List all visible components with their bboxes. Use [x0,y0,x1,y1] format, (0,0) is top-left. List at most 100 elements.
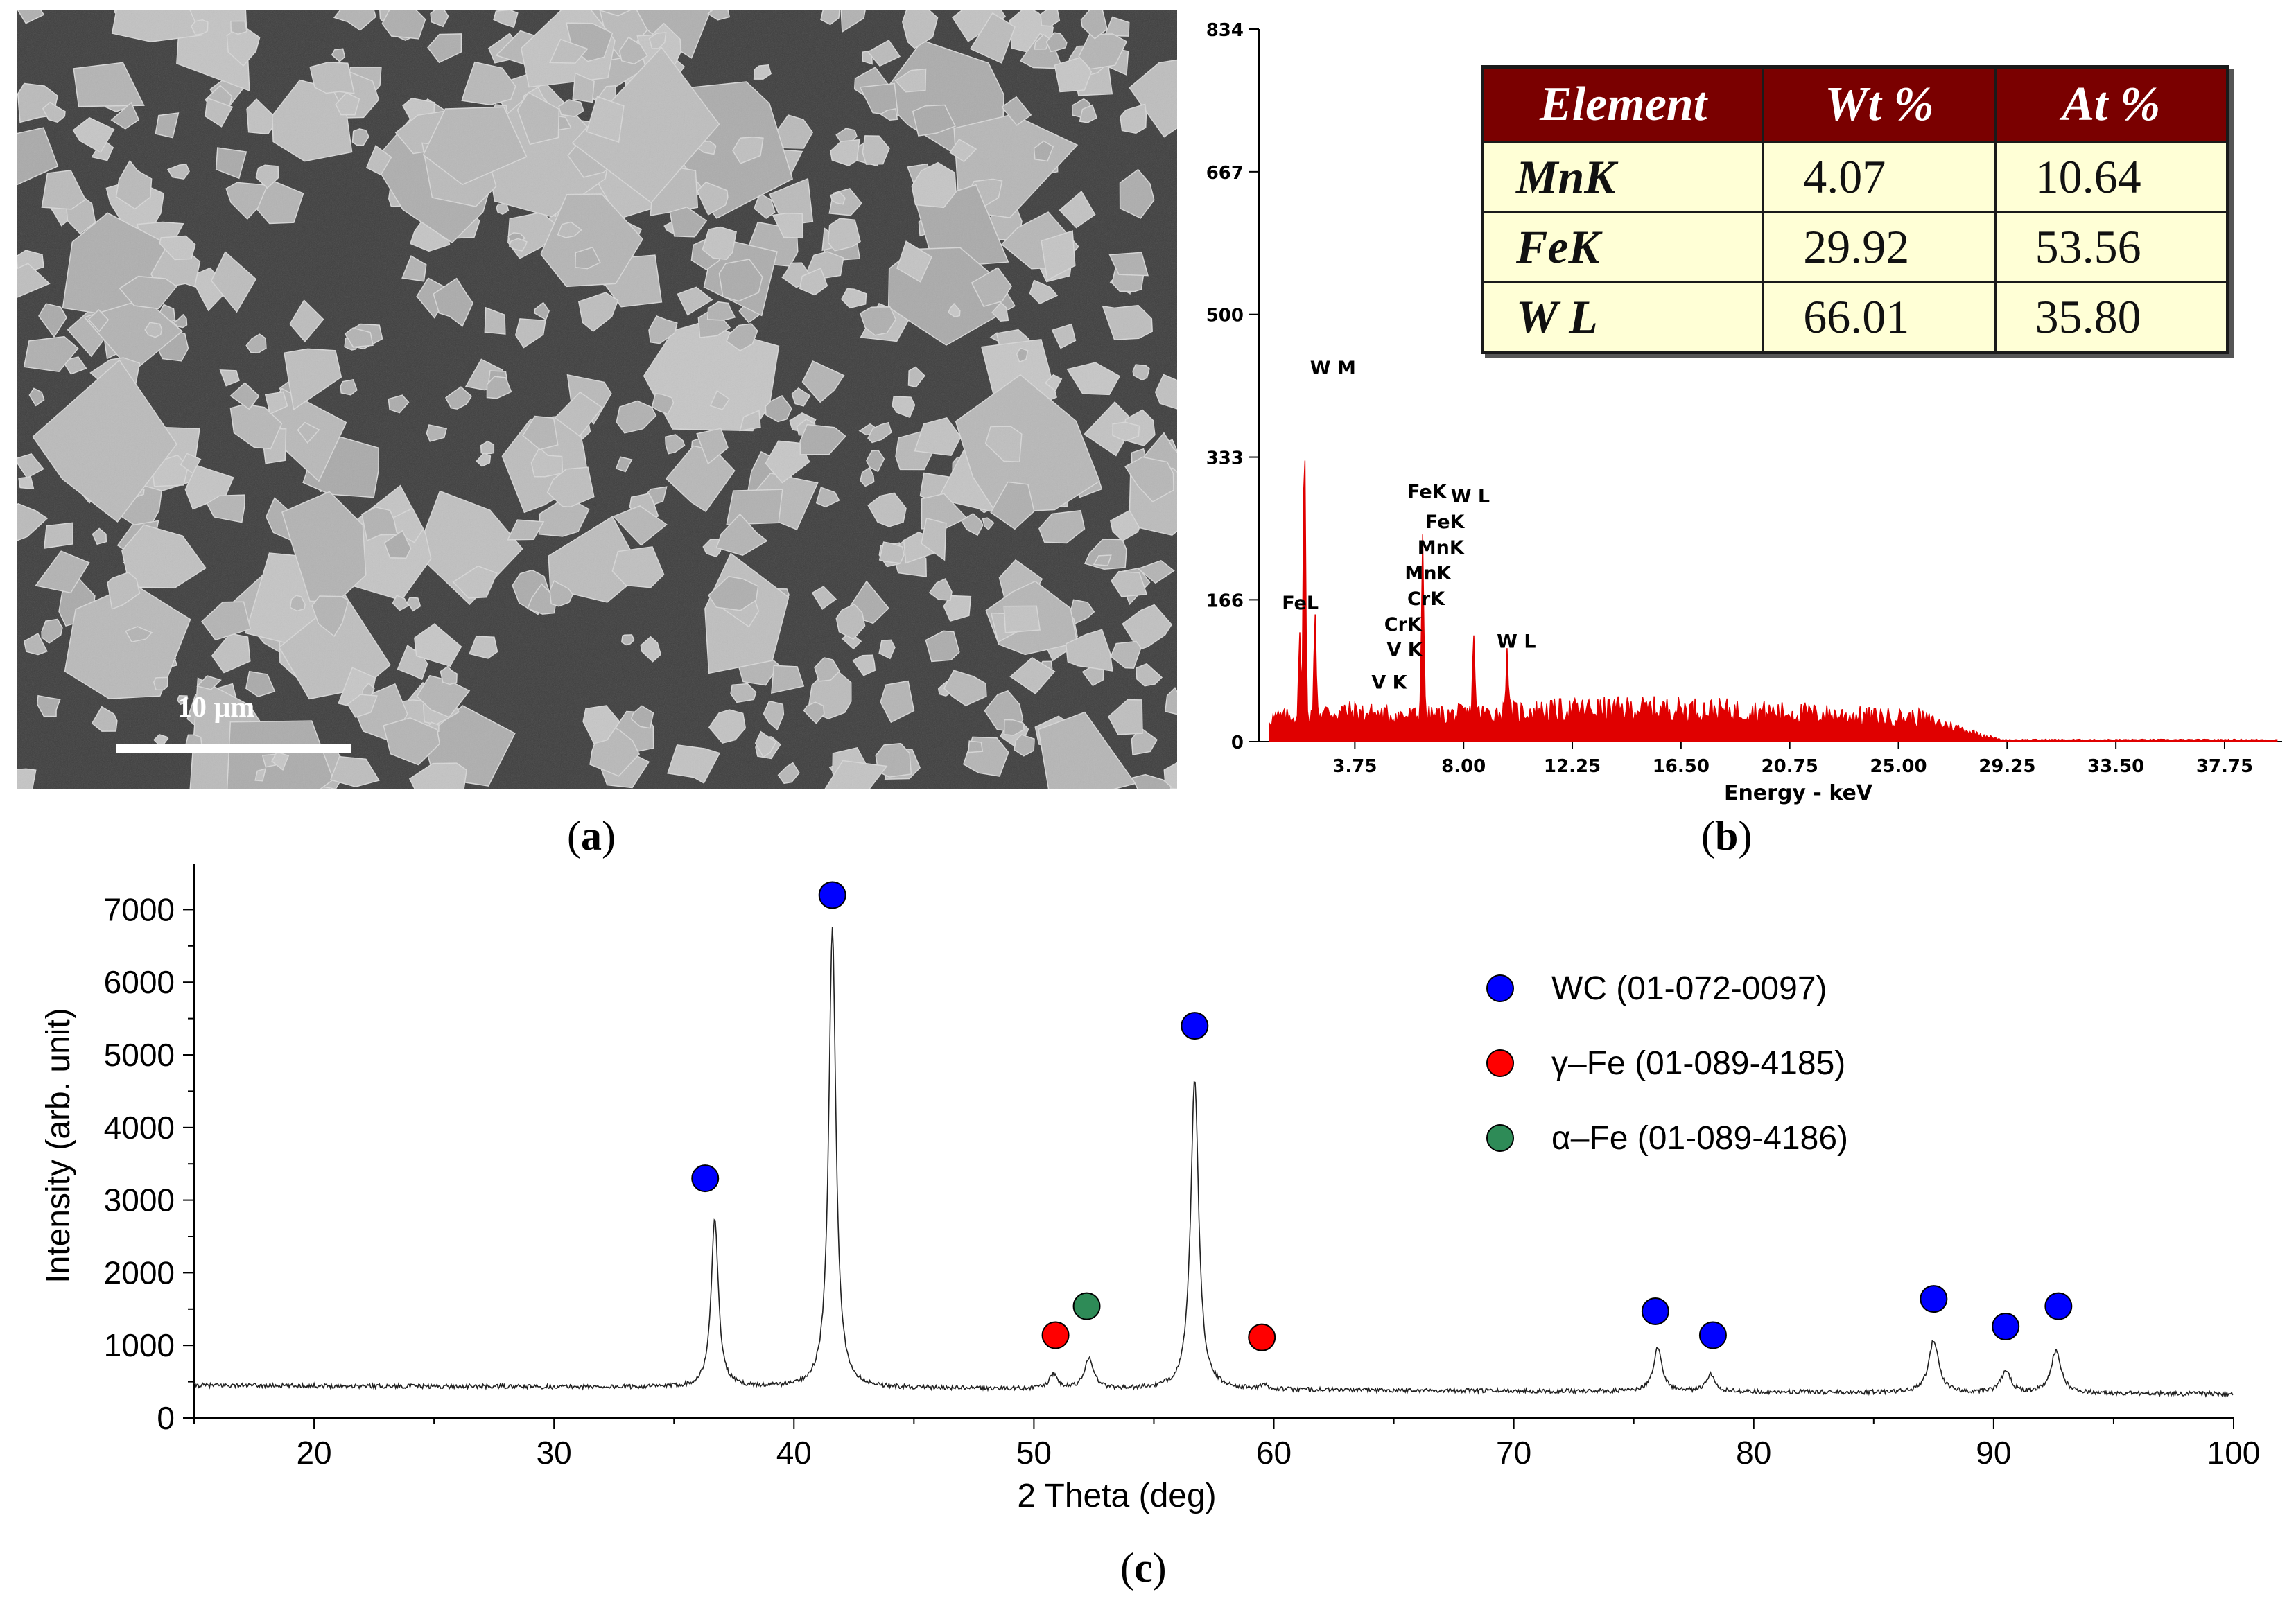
xrd-y-tick-label: 7000 [104,891,175,927]
eds-peak-label: MnK [1404,563,1452,584]
xrd-x-tick-label: 80 [1736,1435,1771,1471]
xrd-marker-alpha [1072,1292,1101,1320]
eds-y-tick-label: 333 [1206,448,1244,469]
eds-table-cell: 66.01 [1762,281,1997,353]
eds-spectrum-line [1269,460,2278,742]
xrd-pattern-line [193,927,2234,1398]
xrd-legend-label: α–Fe (01-089-4186) [1551,1120,1848,1157]
xrd-series [193,927,2234,1398]
xrd-x-tick-label: 50 [1016,1435,1052,1471]
caption-a: (a) [567,813,616,859]
xrd-legend-label: WC (01-072-0097) [1551,970,1827,1007]
caption-c: (c) [1120,1545,1167,1591]
xrd-x-ticks: 20 30 40 50 60 70 80 90 100 [193,1418,2261,1471]
eds-peak-label: W L [1451,486,1490,507]
eds-table-cell: 4.07 [1762,141,1997,213]
eds-table-header: Wt % [1763,67,1997,142]
eds-peak-label: W L [1497,631,1536,652]
eds-spectrum-chart: 0 166 333 500 667 834 3.75 8.00 12.25 16.50 20.75… [1206,20,2282,805]
eds-table-header: At % [1995,67,2229,142]
eds-peak-label: FeK [1407,482,1447,503]
eds-peak-label: W M [1310,358,1356,379]
sem-noise [17,10,1177,789]
eds-table-cell: 53.56 [1994,211,2229,283]
xrd-marker-WC [1641,1297,1669,1325]
eds-y-tick-label: 0 [1231,733,1244,753]
eds-table-row: FeK 29.92 53.56 [1481,211,2229,283]
xrd-axes [193,864,2234,1419]
eds-y-ticks: 0 166 333 500 667 834 [1206,20,1259,753]
xrd-x-tick-label: 60 [1256,1435,1292,1471]
xrd-marker-gamma [1041,1321,1070,1349]
eds-table-row: MnK 4.07 10.64 [1481,141,2229,213]
sem-micrograph: 10 μm [0,0,1209,850]
eds-table-header-row: Element Wt % At % [1482,67,2229,142]
eds-x-tick-label: 37.75 [2196,756,2253,777]
eds-x-tick-label: 29.25 [1978,756,2035,777]
eds-table-cell: 10.64 [1994,141,2229,213]
eds-x-tick-label: 12.25 [1544,756,1601,777]
eds-peak-label: CrK [1407,588,1445,610]
eds-table-cell-element: FeK [1481,211,1765,283]
eds-table-cell: 35.80 [1994,281,2229,353]
xrd-y-tick-label: 6000 [104,964,175,1000]
caption-b: (b) [1701,813,1753,859]
eds-y-tick-label: 667 [1206,163,1244,184]
eds-table-cell-element: W L [1481,281,1765,353]
xrd-x-tick-label: 30 [537,1435,572,1471]
eds-peak-label: MnK [1418,537,1465,559]
eds-x-ticks: 3.75 8.00 12.25 16.50 20.75 25.00 29.25 33.50 37… [1332,742,2253,777]
xrd-y-axis-label: Intensity (arb. unit) [40,1008,77,1284]
eds-peak-label: CrK [1384,614,1423,636]
eds-x-tick-label: 25.00 [1870,756,1927,777]
xrd-x-tick-label: 90 [1976,1435,2011,1471]
xrd-y-tick-label: 5000 [104,1037,175,1073]
eds-x-tick-label: 8.00 [1441,756,1486,777]
eds-series [1269,460,2278,742]
xrd-y-tick-label: 4000 [104,1110,175,1146]
xrd-panel: 0 1000 2000 3000 4000 5000 6000 7000 20 30 40 50 60… [0,846,2296,1607]
xrd-marker-WC [1181,1012,1209,1040]
sem-image: 10 μm [0,0,1209,850]
xrd-phase-markers [691,881,2073,1351]
xrd-marker-WC [1992,1312,2020,1340]
xrd-marker-WC [691,1164,720,1193]
xrd-marker-WC [1698,1321,1727,1349]
xrd-marker-WC [818,881,846,909]
xrd-x-tick-label: 100 [2207,1435,2261,1471]
xrd-y-tick-label: 2000 [104,1254,175,1290]
eds-table-header: Element [1482,67,1765,142]
eds-x-axis-label: Energy - keV [1724,781,1873,805]
eds-table-cell: 29.92 [1762,211,1997,283]
xrd-x-axis-label: 2 Theta (deg) [1017,1478,1216,1514]
xrd-y-tick-label: 1000 [104,1327,175,1363]
xrd-legend-marker [1486,974,1514,1002]
xrd-y-tick-label: 3000 [104,1182,175,1218]
sem-scale-bar [116,744,351,753]
xrd-y-ticks: 0 1000 2000 3000 4000 5000 6000 7000 [104,891,194,1436]
eds-x-tick-label: 16.50 [1653,756,1710,777]
xrd-marker-gamma [1248,1323,1276,1351]
xrd-legend: WC (01-072-0097) γ–Fe (01-089-4185) α–Fe (… [1486,970,1848,1157]
xrd-marker-WC [1920,1285,1948,1313]
xrd-y-tick-label: 0 [157,1400,175,1436]
eds-y-tick-label: 166 [1206,590,1244,611]
eds-y-tick-label: 834 [1206,20,1244,41]
eds-table-cell-element: MnK [1481,141,1765,213]
eds-table-row: W L 66.01 35.80 [1481,281,2229,353]
eds-composition-table: Element Wt % At % MnK 4.07 10.64 FeK 29.… [1481,65,2229,354]
xrd-legend-label: γ–Fe (01-089-4185) [1551,1045,1845,1082]
xrd-legend-marker [1486,1124,1514,1152]
xrd-pattern-chart: 0 1000 2000 3000 4000 5000 6000 7000 20 30 40 50 60… [40,864,2261,1514]
eds-x-tick-label: 3.75 [1332,756,1377,777]
xrd-x-tick-label: 40 [776,1435,812,1471]
eds-peak-label: FeL [1282,593,1319,614]
xrd-x-tick-label: 70 [1496,1435,1531,1471]
eds-panel: 0 166 333 500 667 834 3.75 8.00 12.25 16.50 20.75… [1179,10,2288,828]
eds-peak-label: FeK [1425,511,1466,533]
xrd-x-tick-label: 20 [296,1435,331,1471]
xrd-legend-marker [1486,1049,1514,1077]
eds-y-tick-label: 500 [1206,306,1244,326]
eds-peak-label: V K [1371,672,1407,694]
